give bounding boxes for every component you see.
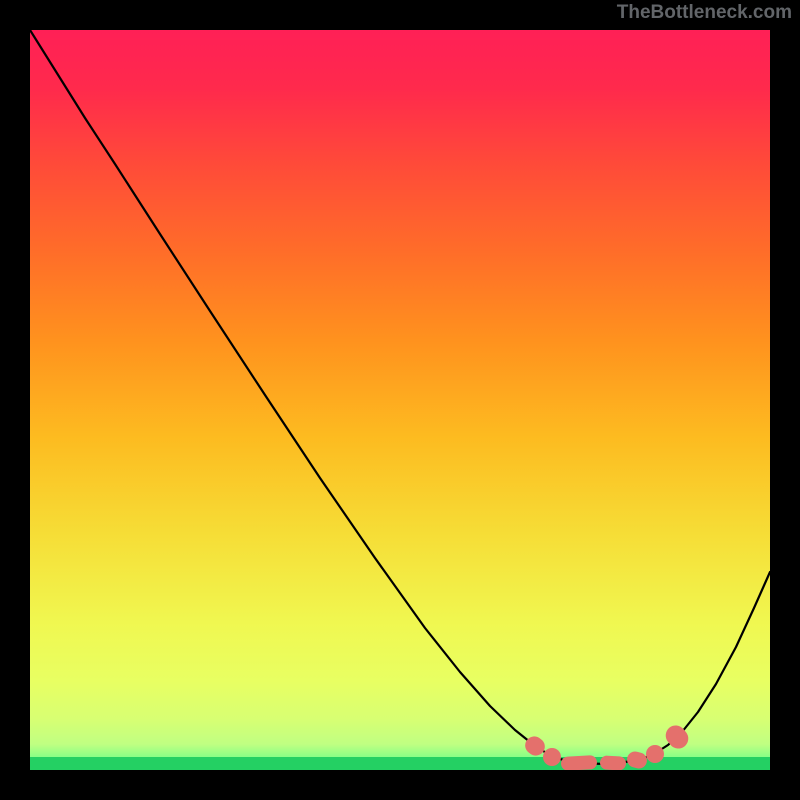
plot-area (30, 30, 770, 770)
chart-frame: TheBottleneck.com (0, 0, 800, 800)
curve-marker (543, 748, 561, 766)
curve-marker (561, 755, 598, 770)
curve-marker (600, 755, 627, 770)
curve-marker (646, 745, 664, 763)
curve-path (30, 30, 770, 764)
bottleneck-curve (30, 30, 770, 770)
watermark-text: TheBottleneck.com (617, 2, 792, 24)
